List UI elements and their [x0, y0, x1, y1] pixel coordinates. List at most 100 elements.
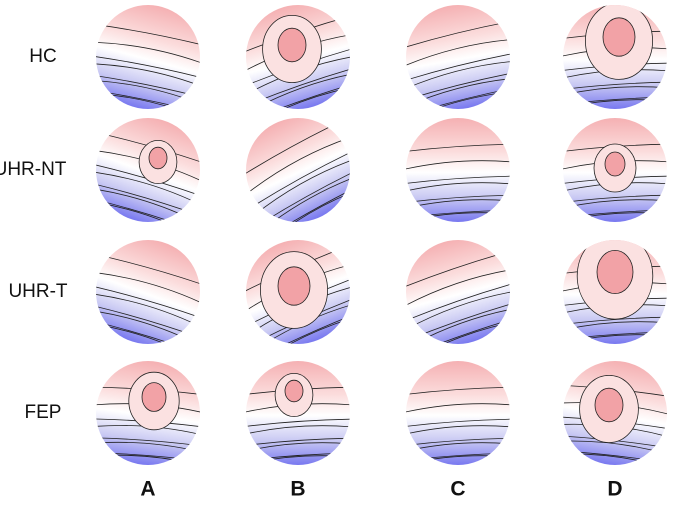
- contour-line: [96, 91, 200, 109]
- contour-line: [406, 194, 510, 206]
- topo-map: [96, 118, 200, 222]
- contour-line: [563, 212, 667, 222]
- contour-line: [563, 194, 667, 206]
- topo-fill: [96, 5, 200, 109]
- contour-line: [246, 161, 350, 222]
- contour-line: [406, 403, 510, 418]
- topo-map: [563, 118, 667, 222]
- column-label: C: [450, 478, 465, 501]
- contour-line: [406, 182, 510, 197]
- contour-line: [96, 41, 200, 71]
- topo-map: [406, 5, 510, 109]
- contour-blob: [596, 249, 634, 294]
- topo-rotated: [406, 118, 510, 222]
- topo-map: [563, 240, 667, 344]
- contour-line: [249, 168, 350, 222]
- contour-line: [406, 437, 510, 449]
- column-label: A: [140, 478, 155, 501]
- topo-fill: [406, 240, 510, 344]
- contour-blob: [148, 146, 168, 170]
- contour-line: [406, 455, 510, 465]
- contour-line: [96, 197, 200, 222]
- contour-blob: [277, 266, 311, 306]
- contour-line: [246, 418, 350, 430]
- row-label: HC: [29, 46, 56, 67]
- contour-line: [406, 38, 510, 74]
- contour-line: [406, 425, 510, 440]
- contour-line: [406, 49, 510, 86]
- contour-line: [563, 209, 667, 221]
- contour-line: [96, 86, 200, 109]
- contour-blob: [141, 382, 167, 412]
- contour-line: [255, 180, 350, 222]
- topo-map: [246, 361, 350, 465]
- contour-line: [406, 209, 510, 221]
- contour-line: [406, 452, 510, 464]
- contour-line: [563, 199, 667, 214]
- contour-line: [246, 437, 350, 449]
- topo-map: [246, 5, 350, 109]
- topo-rotated: [406, 5, 510, 109]
- topo-map: [406, 240, 510, 344]
- contour-line: [406, 386, 510, 398]
- topo-map: [406, 118, 510, 222]
- contour-line: [563, 321, 667, 336]
- contour-line: [246, 452, 350, 464]
- row-label: UHR-T: [8, 281, 67, 302]
- contour-line: [406, 418, 510, 430]
- column-label: B: [290, 478, 305, 501]
- contour-line: [96, 313, 200, 344]
- contour-line: [406, 175, 510, 187]
- topo-map: [96, 240, 200, 344]
- contour-line: [96, 53, 200, 83]
- contour-line: [252, 175, 350, 222]
- contour-line: [406, 212, 510, 222]
- topo-map: [246, 240, 350, 344]
- topo-fill: [96, 240, 200, 344]
- contour-line: [406, 311, 510, 344]
- topo-map: [563, 5, 667, 109]
- contour-line: [248, 309, 350, 344]
- contour-line: [96, 270, 200, 312]
- contour-line: [246, 425, 350, 440]
- contour-blob: [594, 387, 624, 423]
- contour-line: [406, 160, 510, 175]
- topo-rotated: [96, 240, 200, 344]
- contour-line: [406, 199, 510, 214]
- topo-rotated: [406, 240, 510, 344]
- topo-map: [96, 5, 200, 109]
- topo-map: [96, 361, 200, 465]
- contour-line: [406, 143, 510, 155]
- contour-line: [96, 191, 200, 222]
- contour-blob: [602, 17, 636, 57]
- contour-line: [246, 442, 350, 457]
- contour-line: [563, 96, 667, 108]
- contour-line: [406, 83, 510, 109]
- contour-blob: [284, 379, 304, 403]
- contour-line: [563, 86, 667, 101]
- contour-line: [406, 317, 510, 344]
- contour-line: [563, 81, 667, 93]
- contour-blob: [277, 27, 307, 63]
- contour-line: [563, 331, 667, 343]
- topo-rotated: [96, 5, 200, 109]
- contour-line: [563, 334, 667, 344]
- topo-map: [406, 361, 510, 465]
- contour-line: [246, 304, 350, 344]
- topo-rotated: [406, 361, 510, 465]
- contour-line: [246, 82, 350, 109]
- topo-map: [563, 361, 667, 465]
- contour-line: [246, 455, 350, 465]
- contour-line: [96, 319, 200, 344]
- row-label: UHR-NT: [0, 159, 67, 180]
- contour-line: [563, 99, 667, 109]
- row-label: FEP: [25, 402, 62, 423]
- column-label: D: [607, 478, 622, 501]
- contour-line: [563, 453, 667, 465]
- contour-line: [246, 76, 350, 109]
- contour-line: [406, 266, 510, 316]
- contour-line: [406, 442, 510, 457]
- contour-line: [406, 89, 510, 109]
- contour-blob: [604, 151, 626, 177]
